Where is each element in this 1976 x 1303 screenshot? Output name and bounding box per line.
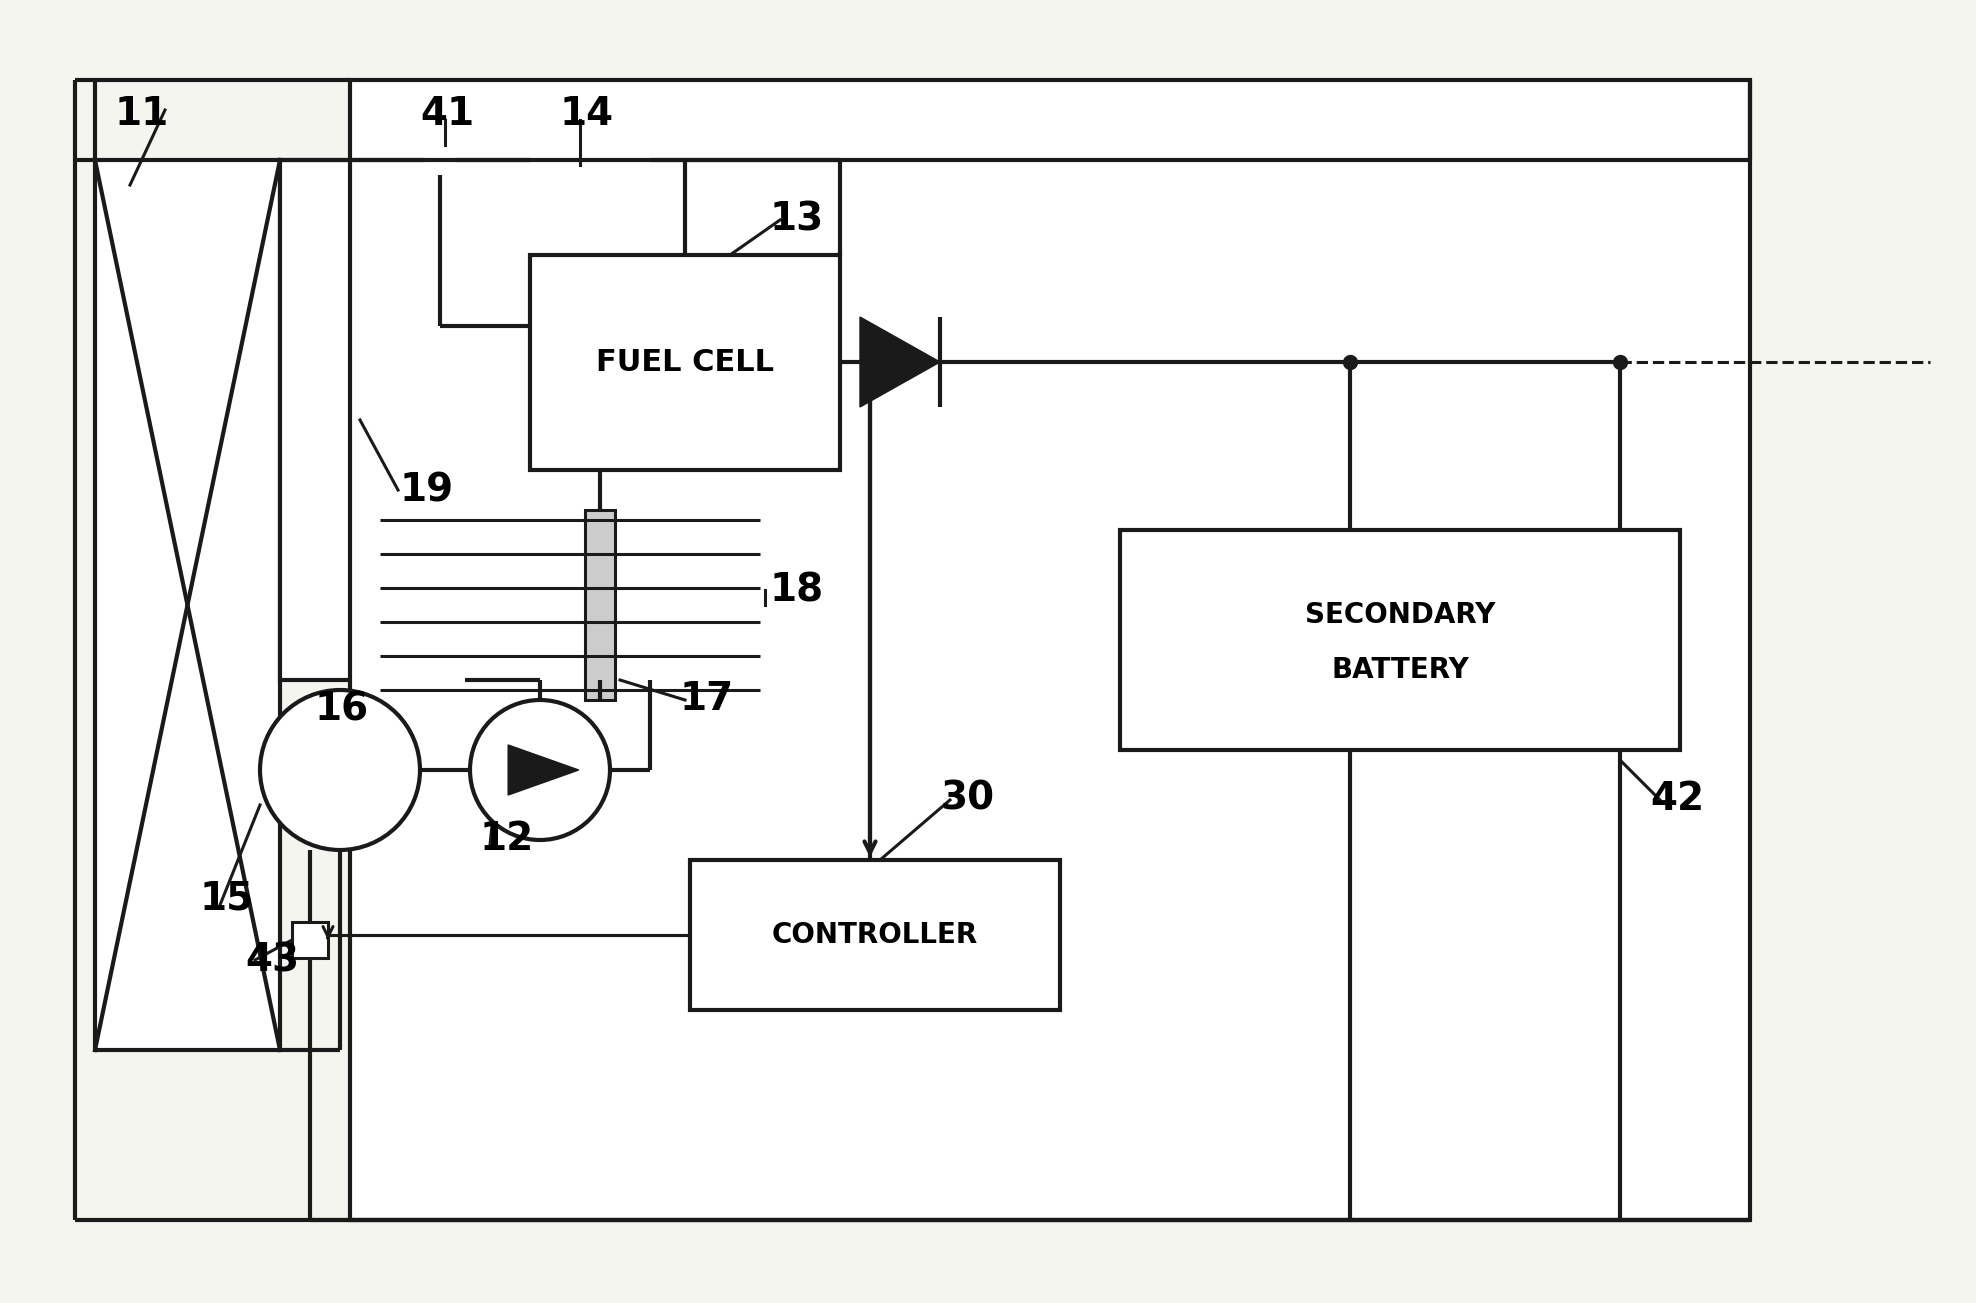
Text: 11: 11 (115, 95, 170, 133)
Text: FUEL CELL: FUEL CELL (597, 348, 775, 377)
Bar (281, 160, 650, 680)
Circle shape (470, 700, 611, 840)
Text: 16: 16 (314, 691, 370, 728)
Polygon shape (860, 317, 941, 407)
Bar (530, 255, 840, 470)
Text: 14: 14 (559, 95, 615, 133)
Bar (585, 509, 615, 700)
Circle shape (261, 691, 421, 850)
Text: 43: 43 (245, 941, 298, 979)
Polygon shape (508, 745, 579, 795)
Bar (95, 160, 281, 1050)
Text: CONTROLLER: CONTROLLER (773, 921, 978, 949)
Text: 15: 15 (200, 880, 255, 919)
Text: 12: 12 (480, 820, 534, 857)
Text: 18: 18 (771, 571, 824, 609)
Text: 13: 13 (771, 199, 824, 238)
Text: 42: 42 (1650, 780, 1703, 818)
Text: 30: 30 (941, 780, 994, 818)
Text: SECONDARY: SECONDARY (1304, 601, 1496, 629)
Bar (690, 860, 1059, 1010)
Text: BATTERY: BATTERY (1332, 655, 1468, 684)
Bar (1120, 530, 1680, 751)
Bar (292, 923, 328, 958)
Text: 17: 17 (680, 680, 735, 718)
Text: 41: 41 (421, 95, 474, 133)
Bar (350, 79, 1751, 1220)
Text: 19: 19 (399, 470, 454, 509)
Bar (425, 145, 454, 175)
